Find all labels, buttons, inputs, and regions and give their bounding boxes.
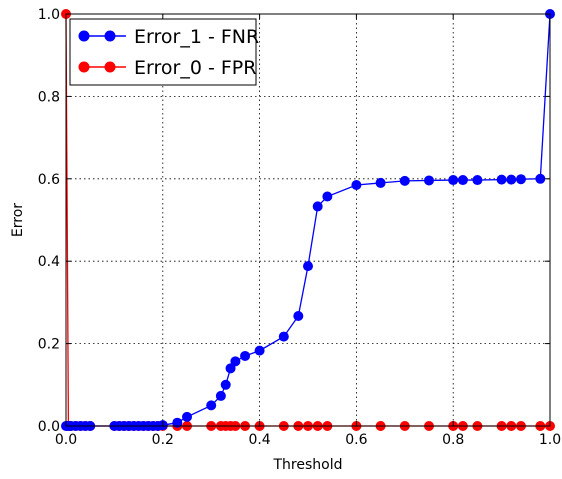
legend-label-fnr: Error_1 - FNR (134, 26, 259, 48)
data-point-fnr (457, 175, 468, 186)
y-axis-label: Error (10, 203, 26, 237)
y-tick-label: 0.0 (38, 419, 60, 435)
data-point-fnr (293, 310, 304, 321)
legend-box (69, 18, 257, 86)
x-tick-label: 0.8 (442, 432, 464, 448)
plot-frame (65, 13, 551, 427)
x-axis-label: Threshold (273, 457, 343, 473)
data-point-fnr (278, 331, 289, 342)
data-point-fnr (303, 261, 313, 272)
y-tick-label: 1.0 (38, 7, 60, 23)
legend-label-fpr: Error_0 - FPR (134, 57, 256, 79)
y-tick-label: 0.8 (38, 89, 60, 105)
data-point-fnr (240, 350, 251, 361)
data-point-fnr (515, 174, 526, 185)
y-tick-label: 0.6 (38, 172, 60, 188)
y-tick-label: 0.2 (38, 337, 60, 353)
legend-marker-fnr (78, 30, 90, 42)
data-point-fnr (182, 411, 192, 422)
data-point-fnr (206, 400, 217, 411)
legend: Error_1 - FNR Error_0 - FPR (69, 18, 259, 86)
data-point-fnr (351, 179, 362, 190)
data-point-fnr (225, 363, 236, 374)
x-tick-label: 1.0 (539, 432, 561, 448)
data-point-fnr (506, 174, 517, 185)
data-point-fnr (172, 417, 183, 428)
x-tick-label: 0.4 (248, 432, 270, 448)
data-point-fnr (448, 175, 459, 186)
legend-marker-fpr (104, 61, 116, 73)
axis-ticks: 0.0 0.2 0.4 0.6 0.8 1.0 0.0 0.2 0.4 0.6 0.8 1.0 (38, 7, 561, 448)
legend-marker-fnr (104, 30, 116, 42)
x-tick-label: 0.2 (152, 432, 174, 448)
data-point-fnr (215, 390, 226, 401)
data-point-fnr (535, 173, 546, 184)
data-point-fnr (424, 175, 434, 186)
data-point-fnr (399, 175, 410, 186)
data-point-fnr (375, 177, 386, 188)
legend-marker-fpr (78, 61, 90, 73)
x-tick-label: 0.0 (55, 432, 77, 448)
x-tick-label: 0.6 (345, 432, 367, 448)
data-point-fnr (220, 379, 231, 390)
data-point-fnr (472, 175, 483, 186)
data-point-fnr (230, 356, 241, 367)
y-tick-label: 0.4 (38, 254, 60, 270)
data-point-fnr (254, 345, 265, 356)
data-point-fnr (496, 174, 507, 185)
data-point-fnr (322, 191, 333, 202)
data-point-fnr (312, 201, 323, 212)
